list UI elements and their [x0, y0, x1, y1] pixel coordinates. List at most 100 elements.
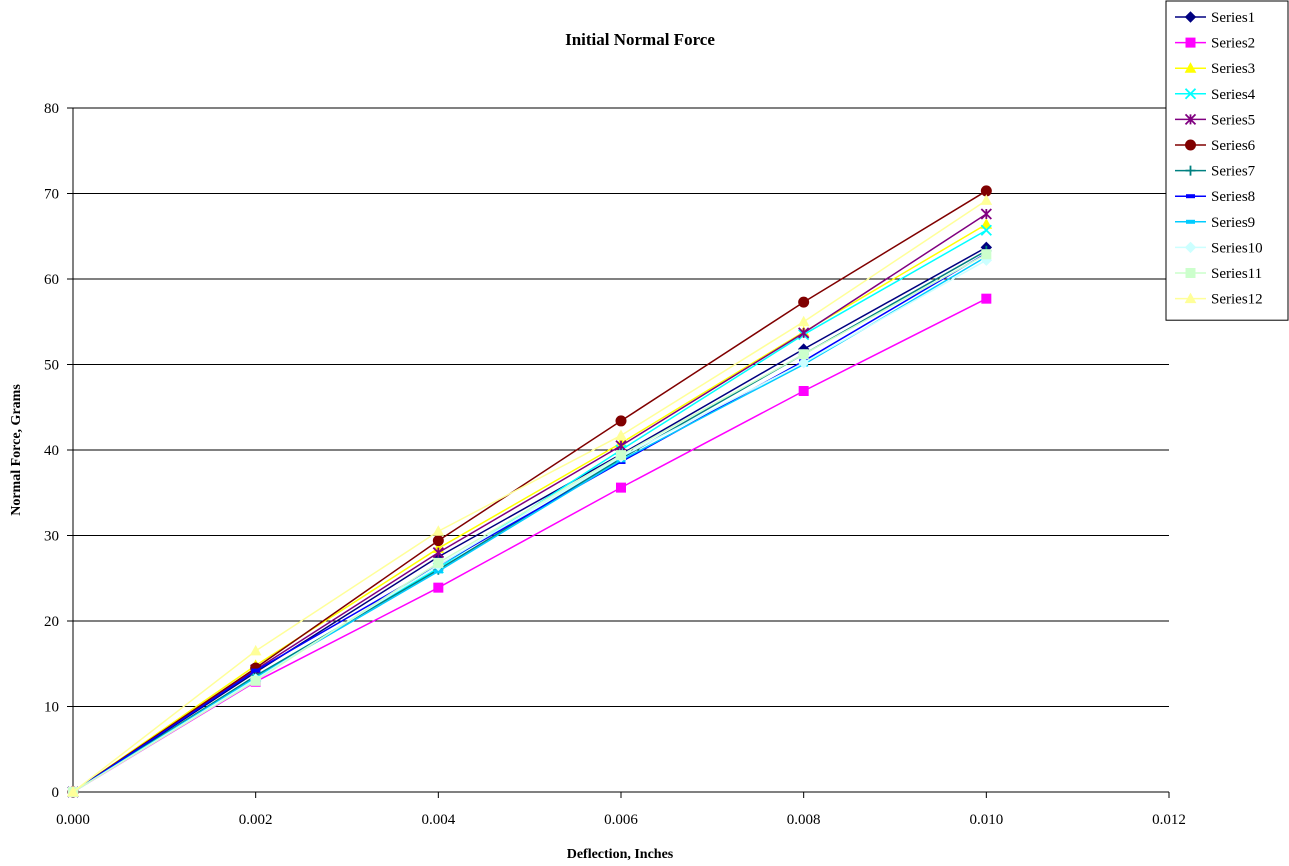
series-line [72, 252, 987, 793]
x-tick-label: 0.012 [1152, 812, 1186, 828]
legend-label: Series9 [1211, 215, 1255, 231]
data-point [981, 249, 992, 260]
y-tick-label: 70 [44, 187, 59, 203]
chart-title: Initial Normal Force [565, 30, 715, 49]
series-line [72, 259, 987, 793]
data-point [797, 315, 810, 327]
legend-item: Series4 [1175, 87, 1256, 103]
x-tick-label: 0.004 [421, 812, 455, 828]
data-point [249, 644, 262, 656]
data-point [432, 546, 444, 559]
legend-marker [1184, 292, 1197, 304]
series-layer [67, 185, 993, 798]
x-tick-label: 0.010 [969, 812, 1003, 828]
series-line [72, 253, 987, 793]
legend-label: Series10 [1211, 240, 1263, 256]
series-line [72, 223, 987, 793]
y-tick-label: 20 [44, 614, 59, 630]
data-point [433, 582, 444, 593]
legend-label: Series5 [1211, 112, 1255, 128]
y-tick-label: 60 [44, 272, 59, 288]
data-point [980, 194, 993, 205]
legend-box [1165, 0, 1289, 321]
series-12 [67, 194, 993, 797]
data-point [250, 675, 261, 686]
legend-label: Series11 [1211, 266, 1262, 282]
legend-marker [1186, 194, 1195, 199]
legend-item: Series9 [1175, 215, 1255, 231]
legend-item: Series1 [1175, 10, 1255, 26]
legend-marker [1185, 268, 1196, 278]
data-point [616, 482, 626, 493]
y-axis-tick-labels: 0 10 20 30 40 50 60 70 80 [44, 101, 73, 801]
data-point [797, 357, 810, 369]
legend-marker [1184, 88, 1197, 100]
x-axis-title: Deflection, Inches [567, 847, 674, 862]
data-point [615, 429, 627, 440]
y-tick-label: 30 [44, 529, 59, 545]
legend: Series1 Series2 Series3 Series4 Series5 Serie… [1165, 0, 1289, 321]
legend-marker [1185, 37, 1196, 48]
series-line [72, 246, 987, 793]
series-line [72, 297, 987, 793]
data-point [980, 208, 992, 220]
legend-item: Series12 [1175, 292, 1263, 308]
series-line [72, 250, 987, 793]
y-tick-label: 40 [44, 443, 59, 459]
legend-label: Series8 [1211, 189, 1255, 205]
data-point [798, 349, 809, 360]
data-point [615, 440, 627, 452]
legend-marker [1184, 113, 1197, 126]
data-point [798, 327, 810, 339]
y-tick-label: 0 [52, 785, 60, 801]
x-tick-label: 0.002 [239, 812, 273, 828]
legend-label: Series2 [1211, 36, 1255, 52]
data-point [432, 535, 444, 547]
data-point [67, 785, 79, 797]
legend-label: Series3 [1211, 61, 1255, 77]
legend-label: Series7 [1211, 164, 1256, 180]
series-8 [68, 251, 991, 794]
x-tick-label: 0.008 [787, 812, 821, 828]
y-axis-title: Normal Force, Grams [9, 384, 24, 516]
legend-item: Series6 [1175, 138, 1256, 154]
data-point [432, 525, 445, 536]
x-axis-tick-labels: 0.000 0.002 0.004 0.006 0.008 0.010 0.012 [56, 792, 1186, 828]
legend-marker [1185, 165, 1196, 176]
series-10 [67, 254, 993, 798]
legend-item: Series7 [1175, 164, 1256, 180]
legend-item: Series5 [1175, 112, 1255, 128]
legend-item: Series8 [1175, 189, 1255, 205]
legend-item: Series3 [1175, 61, 1255, 77]
legend-item: Series11 [1175, 266, 1262, 282]
series-7 [68, 245, 992, 797]
legend-marker [1184, 11, 1197, 23]
legend-label: Series6 [1211, 138, 1256, 154]
data-point [981, 293, 992, 304]
legend-label: Series12 [1211, 292, 1263, 308]
legend-item: Series2 [1175, 36, 1255, 52]
data-point [798, 386, 809, 397]
data-point [980, 224, 992, 236]
data-point [433, 557, 444, 568]
legend-marker [1184, 62, 1197, 73]
data-point [798, 296, 810, 308]
y-tick-label: 10 [44, 700, 59, 716]
legend-marker [1186, 219, 1195, 224]
legend-marker [1185, 139, 1196, 151]
gridlines [73, 107, 1169, 707]
legend-marker [1184, 241, 1197, 254]
legend-item: Series10 [1175, 240, 1263, 256]
data-point [980, 218, 993, 229]
series-line [72, 190, 987, 793]
series-line [72, 199, 987, 793]
x-tick-label: 0.000 [56, 812, 90, 828]
data-point [251, 668, 261, 673]
y-tick-label: 50 [44, 358, 59, 374]
series-11 [68, 249, 992, 797]
series-2 [68, 293, 992, 797]
legend-label: Series1 [1211, 10, 1255, 26]
x-tick-label: 0.006 [604, 812, 638, 828]
legend-label: Series4 [1211, 87, 1256, 103]
